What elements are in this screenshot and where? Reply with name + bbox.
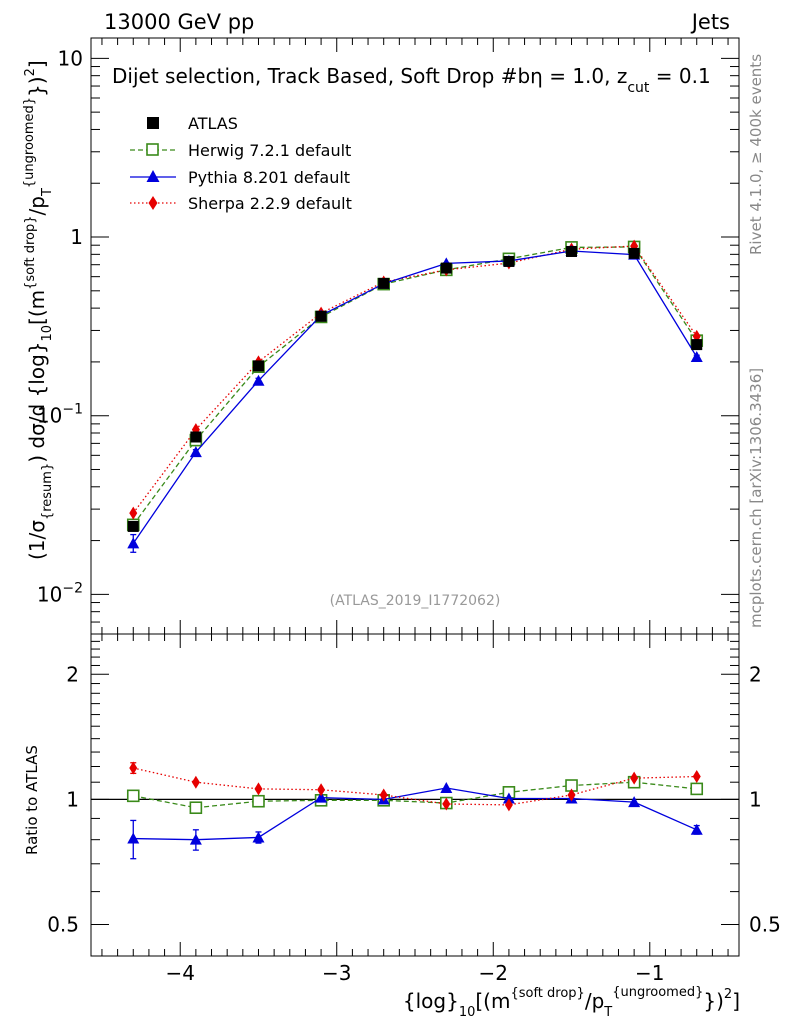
ratio-y-tick-label-right: 1 — [749, 787, 762, 811]
ratio-sherpa-point — [567, 788, 576, 802]
ratio-sherpa-point — [692, 770, 701, 784]
ratio-pythia-point — [315, 791, 328, 803]
y-tick-label: 10 — [58, 46, 83, 70]
header-right: Jets — [690, 10, 730, 34]
main-pythia-line — [132, 250, 698, 544]
mcplots-label: mcplots.cern.ch [arXiv:1306.3436] — [747, 368, 765, 628]
legend-pythia-label: Pythia 8.201 default — [188, 168, 350, 187]
main-herwig-line — [132, 246, 698, 526]
ratio-herwig-point — [189, 801, 203, 815]
x-tick-label: −1 — [635, 961, 664, 985]
ratio-sherpa-point — [442, 797, 451, 811]
x-tick-label: −4 — [165, 961, 194, 985]
ratio-pythia-point — [189, 833, 202, 845]
ratio-pythia-point — [252, 831, 265, 843]
legend-herwig-label: Herwig 7.2.1 default — [188, 141, 351, 160]
legend: ATLAS Herwig 7.2.1 default Pythia 8.201 … — [130, 114, 352, 213]
main-atlas-point — [315, 310, 327, 322]
legend-herwig-marker — [146, 143, 159, 156]
x-tick-label: −3 — [322, 961, 351, 985]
main-atlas-point — [190, 431, 202, 443]
ratio-pythia-point — [440, 782, 453, 794]
main-panel: 10−2 10−1 1 10 — [37, 37, 740, 635]
y-tick-label: 10−2 — [37, 580, 83, 606]
ratio-herwig-point — [252, 794, 265, 808]
main-pythia-point — [252, 374, 265, 386]
ratio-pythia-point — [127, 832, 140, 844]
ratio-sherpa-point — [504, 798, 513, 812]
main-pythia-point — [189, 446, 202, 458]
ratio-y-axis-label: Ratio to ATLAS — [23, 745, 41, 855]
main-atlas-point — [378, 277, 390, 289]
ratio-sherpa-point — [630, 771, 639, 785]
ratio-sherpa-point — [379, 788, 388, 802]
rivet-label: Rivet 4.1.0, ≥ 400k events — [747, 54, 765, 255]
plot-title: Dijet selection, Track Based, Soft Drop … — [112, 64, 711, 96]
ratio-y-tick-label-right: 2 — [749, 662, 762, 686]
main-pythia-point — [690, 351, 703, 363]
ratio-pythia-point — [502, 792, 515, 804]
legend-sherpa-label: Sherpa 2.2.9 default — [188, 194, 352, 213]
ratio-y-tick-label: 1 — [66, 787, 79, 811]
legend-atlas-marker — [147, 117, 159, 129]
y-tick-label: 1 — [70, 225, 83, 249]
ratio-pythia-point — [690, 823, 703, 835]
ratio-y-tick-label: 2 — [66, 662, 79, 686]
plot-title-tail: = 0.1 — [649, 64, 710, 88]
legend-atlas-label: ATLAS — [188, 114, 238, 133]
y-tick-label: 10−1 — [37, 402, 83, 428]
main-atlas-point — [127, 520, 139, 532]
x-axis-label: {log}10[(m{soft drop}/pT{ungroomed}})2] — [403, 985, 740, 1020]
main-atlas-point — [566, 245, 578, 257]
ratio-herwig-point — [126, 789, 140, 803]
legend-pythia-marker — [146, 170, 160, 182]
ratio-sherpa-line — [133, 767, 697, 806]
ratio-sherpa-point — [129, 761, 138, 775]
ratio-herwig-line — [133, 781, 697, 809]
ratio-herwig-point — [690, 782, 704, 796]
plot-title-sub: cut — [627, 80, 650, 96]
ratio-frame — [90, 633, 740, 957]
plot-title-main: Dijet selection, Track Based, Soft Drop … — [112, 64, 627, 88]
ratio-y-tick-label-right: 0.5 — [749, 913, 781, 937]
ratio-sherpa-point — [191, 775, 200, 789]
main-sherpa-line — [132, 245, 698, 514]
x-tick-label: −2 — [479, 961, 508, 985]
header-left: 13000 GeV pp — [104, 10, 254, 34]
ratio-y-tick-label: 0.5 — [47, 913, 79, 937]
main-atlas-point — [440, 262, 452, 274]
main-atlas-point — [691, 339, 703, 351]
main-sherpa-point — [129, 506, 138, 520]
main-atlas-point — [252, 360, 264, 372]
main-y-axis-label: (1/σ{resum}) dσ/d {log}10[(m{soft drop}/… — [22, 60, 55, 560]
legend-sherpa-marker — [148, 196, 158, 210]
ratio-panel: −4 −3 −2 −1 0.5 0.5 1 1 2 2 — [47, 633, 781, 985]
main-atlas-point — [503, 255, 515, 267]
main-atlas-point — [628, 247, 640, 259]
analysis-id: (ATLAS_2019_I1772062) — [330, 593, 501, 609]
ratio-sherpa-point — [317, 783, 326, 797]
ratio-pythia-line — [133, 787, 698, 841]
main-pythia-point — [127, 537, 140, 549]
ratio-pythia-point — [628, 796, 641, 808]
ratio-sherpa-point — [254, 782, 263, 796]
